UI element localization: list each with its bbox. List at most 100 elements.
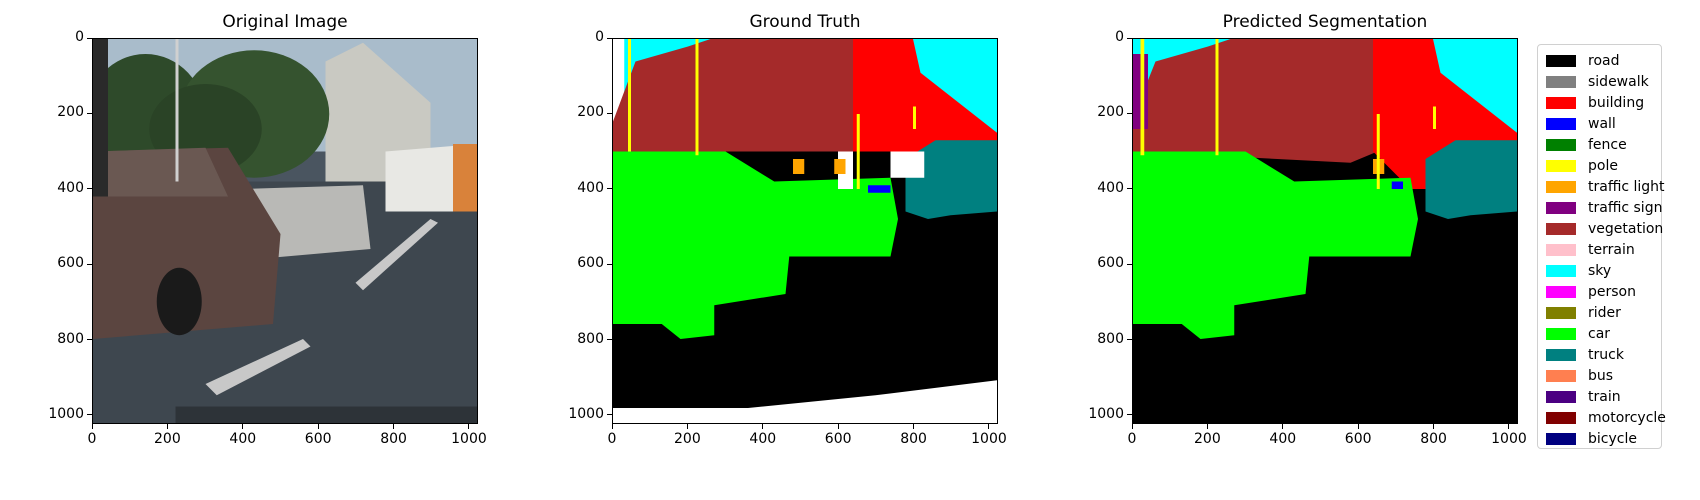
y-tick-label: 400 xyxy=(577,179,604,196)
x-tick-mark xyxy=(837,424,839,429)
x-tick-mark xyxy=(1282,424,1284,429)
legend-label: train xyxy=(1588,389,1621,405)
panel-title: Predicted Segmentation xyxy=(1222,12,1428,32)
y-tick-label: 0 xyxy=(1115,29,1124,45)
y-tick-mark xyxy=(607,414,612,416)
y-tick-label: 200 xyxy=(577,104,604,121)
x-tick-mark xyxy=(242,424,244,429)
x-tick-mark xyxy=(611,424,613,429)
y-tick-label: 800 xyxy=(1097,330,1124,347)
x-tick-label: 400 xyxy=(1269,431,1297,447)
legend-swatch xyxy=(1546,181,1576,193)
x-tick-mark xyxy=(686,424,688,429)
ground-truth-axes xyxy=(612,38,998,424)
legend-item: terrain xyxy=(1546,240,1635,260)
legend-label: wall xyxy=(1588,116,1616,132)
x-tick-label: 400 xyxy=(749,431,777,447)
legend-label: vegetation xyxy=(1588,221,1664,237)
y-tick-label: 400 xyxy=(57,179,84,196)
legend-item: vegetation xyxy=(1546,219,1663,239)
y-tick-mark xyxy=(1127,112,1132,114)
y-tick-label: 0 xyxy=(75,29,84,45)
y-tick-mark xyxy=(87,37,92,39)
y-tick-label: 0 xyxy=(595,29,604,45)
x-tick-label: 0 xyxy=(87,431,97,447)
y-tick-label: 200 xyxy=(1097,104,1124,121)
original-image-axes xyxy=(92,38,478,424)
legend-swatch xyxy=(1546,97,1576,109)
legend-item: fence xyxy=(1546,135,1627,155)
legend-swatch xyxy=(1546,286,1576,298)
x-tick-label: 600 xyxy=(824,431,852,447)
legend-swatch xyxy=(1546,391,1576,403)
legend-label: pole xyxy=(1588,158,1618,174)
legend-label: sky xyxy=(1588,263,1612,279)
y-tick-mark xyxy=(607,263,612,265)
legend-swatch xyxy=(1546,433,1576,445)
x-tick-mark xyxy=(393,424,395,429)
x-tick-label: 1000 xyxy=(451,431,487,447)
y-tick-mark xyxy=(1127,37,1132,39)
legend-swatch xyxy=(1546,265,1576,277)
legend-swatch xyxy=(1546,307,1576,319)
legend-label: traffic light xyxy=(1588,179,1665,195)
legend-label: truck xyxy=(1588,347,1624,363)
x-tick-label: 1000 xyxy=(971,431,1007,447)
x-tick-mark xyxy=(1433,424,1435,429)
x-tick-mark xyxy=(1131,424,1133,429)
legend-swatch xyxy=(1546,370,1576,382)
legend-item: rider xyxy=(1546,303,1621,323)
x-tick-mark xyxy=(1357,424,1359,429)
y-tick-mark xyxy=(607,188,612,190)
legend-item: bus xyxy=(1546,366,1613,386)
y-tick-label: 1000 xyxy=(1088,405,1124,422)
legend-label: traffic sign xyxy=(1588,200,1663,216)
legend-label: fence xyxy=(1588,137,1627,153)
x-tick-mark xyxy=(166,424,168,429)
legend-label: terrain xyxy=(1588,242,1635,258)
legend-swatch xyxy=(1546,55,1576,67)
y-tick-mark xyxy=(1127,188,1132,190)
x-tick-mark xyxy=(91,424,93,429)
y-tick-label: 800 xyxy=(57,330,84,347)
predicted-mask xyxy=(1133,39,1517,423)
panel-title: Ground Truth xyxy=(749,12,861,32)
y-tick-mark xyxy=(607,37,612,39)
y-tick-mark xyxy=(87,112,92,114)
legend-swatch xyxy=(1546,118,1576,130)
y-tick-label: 200 xyxy=(57,104,84,121)
legend-item: sidewalk xyxy=(1546,72,1649,92)
legend-label: building xyxy=(1588,95,1645,111)
x-tick-label: 200 xyxy=(154,431,181,447)
x-tick-label: 200 xyxy=(1194,431,1221,447)
legend-item: traffic light xyxy=(1546,177,1665,197)
legend-swatch xyxy=(1546,160,1576,172)
legend-swatch xyxy=(1546,202,1576,214)
ground-truth-mask xyxy=(613,39,997,423)
y-tick-mark xyxy=(607,339,612,341)
legend-swatch xyxy=(1546,412,1576,424)
legend-label: road xyxy=(1588,53,1620,69)
legend-label: bus xyxy=(1588,368,1614,384)
legend-item: pole xyxy=(1546,156,1618,176)
x-tick-label: 600 xyxy=(304,431,332,447)
y-tick-label: 1000 xyxy=(568,405,604,422)
y-tick-mark xyxy=(87,188,92,190)
y-tick-mark xyxy=(87,339,92,341)
y-tick-label: 1000 xyxy=(48,405,84,422)
x-tick-label: 800 xyxy=(1420,431,1447,447)
legend-item: wall xyxy=(1546,114,1616,134)
y-tick-mark xyxy=(1127,263,1132,265)
y-tick-mark xyxy=(1127,414,1132,416)
y-tick-label: 400 xyxy=(1097,179,1124,196)
legend-label: motorcycle xyxy=(1588,410,1666,426)
legend-item: sky xyxy=(1546,261,1611,281)
legend-swatch xyxy=(1546,139,1576,151)
y-tick-label: 600 xyxy=(57,255,84,272)
legend-item: train xyxy=(1546,387,1621,407)
legend-item: person xyxy=(1546,282,1636,302)
legend-swatch xyxy=(1546,76,1576,88)
legend-item: motorcycle xyxy=(1546,408,1666,428)
y-tick-mark xyxy=(607,112,612,114)
x-tick-label: 800 xyxy=(900,431,927,447)
